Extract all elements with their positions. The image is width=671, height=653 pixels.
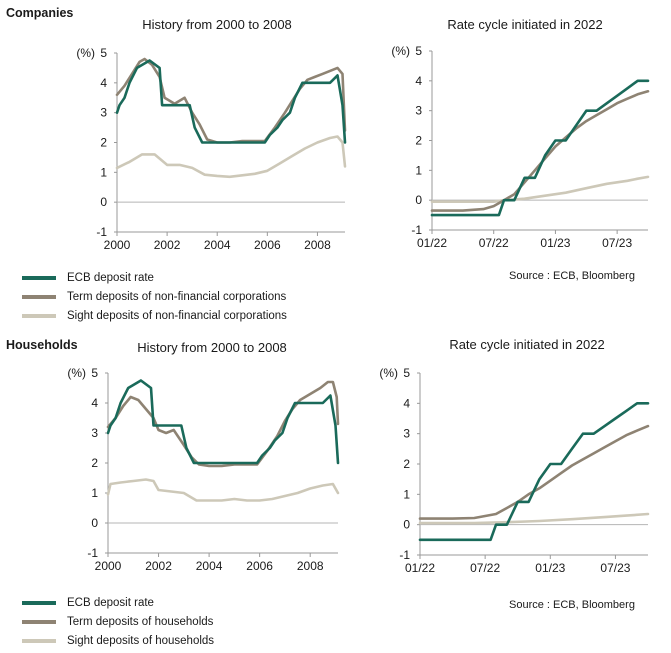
legend-label: ECB deposit rate: [67, 596, 154, 609]
y-axis-unit-label: (%): [379, 366, 398, 380]
x-tick-label: 2004: [204, 238, 231, 252]
x-tick-label: 2002: [145, 559, 172, 573]
y-tick-label: 1: [91, 486, 98, 500]
legend-item-sight: Sight deposits of households: [22, 631, 214, 650]
legend-swatch-ecb: [22, 600, 56, 605]
y-tick-label: 0: [100, 195, 107, 209]
legend-swatch-sight: [22, 313, 56, 318]
x-tick-label: 2008: [304, 238, 331, 252]
x-tick-label: 07/23: [602, 236, 632, 250]
x-tick-label: 2000: [95, 559, 122, 573]
section-label-households: Households: [6, 338, 78, 352]
y-tick-label: 2: [415, 134, 422, 148]
y-tick-label: -1: [399, 548, 410, 562]
legend-companies: ECB deposit rate Term deposits of non-fi…: [22, 268, 287, 325]
x-tick-label: 07/22: [470, 561, 500, 575]
x-tick-label: 2002: [154, 238, 181, 252]
legend-swatch-sight: [22, 638, 56, 643]
x-tick-label: 2004: [196, 559, 223, 573]
chart-title-companies-cycle: Rate cycle initiated in 2022: [447, 17, 603, 32]
y-tick-label: 0: [415, 193, 422, 207]
y-tick-label: 3: [415, 104, 422, 118]
series-line-term-deposits: [106, 380, 340, 468]
y-tick-label: 0: [91, 516, 98, 530]
x-tick-label: 07/23: [600, 561, 630, 575]
y-tick-label: 4: [91, 396, 98, 410]
source-note-households: Source : ECB, Bloomberg: [509, 599, 635, 611]
x-tick-label: 01/22: [405, 561, 435, 575]
series-line-ecb-rate: [418, 401, 650, 542]
y-tick-label: 1: [403, 487, 410, 501]
y-axis-unit-label: (%): [76, 46, 95, 60]
series-line-ecb-rate: [430, 79, 650, 217]
legend-item-term: Term deposits of households: [22, 612, 214, 631]
series-line-ecb-rate: [106, 379, 340, 465]
x-tick-label: 07/22: [479, 236, 509, 250]
legend-item-ecb: ECB deposit rate: [22, 268, 287, 287]
chart-title-companies-history: History from 2000 to 2008: [142, 17, 292, 32]
legend-households: ECB deposit rate Term deposits of househ…: [22, 593, 214, 650]
y-tick-label: 5: [91, 366, 98, 380]
legend-item-term: Term deposits of non-financial corporati…: [22, 287, 287, 306]
legend-item-ecb: ECB deposit rate: [22, 593, 214, 612]
y-tick-label: 5: [415, 44, 422, 58]
y-tick-label: 3: [403, 427, 410, 441]
legend-swatch-ecb: [22, 275, 56, 280]
y-tick-label: 1: [100, 165, 107, 179]
x-tick-label: 2006: [246, 559, 273, 573]
x-tick-label: 2000: [104, 238, 131, 252]
y-tick-label: 0: [403, 518, 410, 532]
legend-item-sight: Sight deposits of non-financial corporat…: [22, 306, 287, 325]
legend-swatch-term: [22, 619, 56, 624]
series-line-sight-deposits: [418, 512, 650, 525]
section-label-companies: Companies: [6, 6, 74, 20]
series-line-sight-deposits: [115, 135, 347, 179]
legend-label: Term deposits of households: [67, 615, 214, 628]
series-line-term-deposits: [418, 424, 650, 520]
y-axis-unit-label: (%): [67, 366, 86, 380]
source-note-companies: Source : ECB, Bloomberg: [509, 270, 635, 282]
x-tick-label: 01/23: [535, 561, 565, 575]
series-line-ecb-rate: [115, 59, 347, 144]
y-tick-label: 4: [403, 396, 410, 410]
y-tick-label: 2: [403, 457, 410, 471]
y-tick-label: 2: [100, 136, 107, 150]
y-tick-label: 4: [415, 74, 422, 88]
legend-label: Term deposits of non-financial corporati…: [67, 290, 287, 303]
series-line-sight-deposits: [106, 478, 340, 502]
y-tick-label: -1: [87, 546, 98, 560]
y-tick-label: 1: [415, 163, 422, 177]
x-tick-label: 01/23: [540, 236, 570, 250]
chart-title-households-history: History from 2000 to 2008: [137, 340, 287, 355]
legend-label: Sight deposits of non-financial corporat…: [67, 309, 287, 322]
chart-title-households-cycle: Rate cycle initiated in 2022: [449, 337, 605, 352]
y-tick-label: 5: [403, 366, 410, 380]
series-line-term-deposits: [430, 90, 650, 212]
x-tick-label: 2008: [297, 559, 324, 573]
y-tick-label: -1: [96, 225, 107, 239]
x-tick-label: 01/22: [417, 236, 447, 250]
y-tick-label: 2: [91, 456, 98, 470]
y-tick-label: -1: [411, 223, 422, 237]
y-tick-label: 4: [100, 76, 107, 90]
y-axis-unit-label: (%): [391, 44, 410, 58]
legend-swatch-term: [22, 294, 56, 299]
legend-label: Sight deposits of households: [67, 634, 215, 647]
x-tick-label: 2006: [254, 238, 281, 252]
y-tick-label: 3: [91, 426, 98, 440]
y-tick-label: 5: [100, 46, 107, 60]
legend-label: ECB deposit rate: [67, 271, 154, 284]
y-tick-label: 3: [100, 106, 107, 120]
